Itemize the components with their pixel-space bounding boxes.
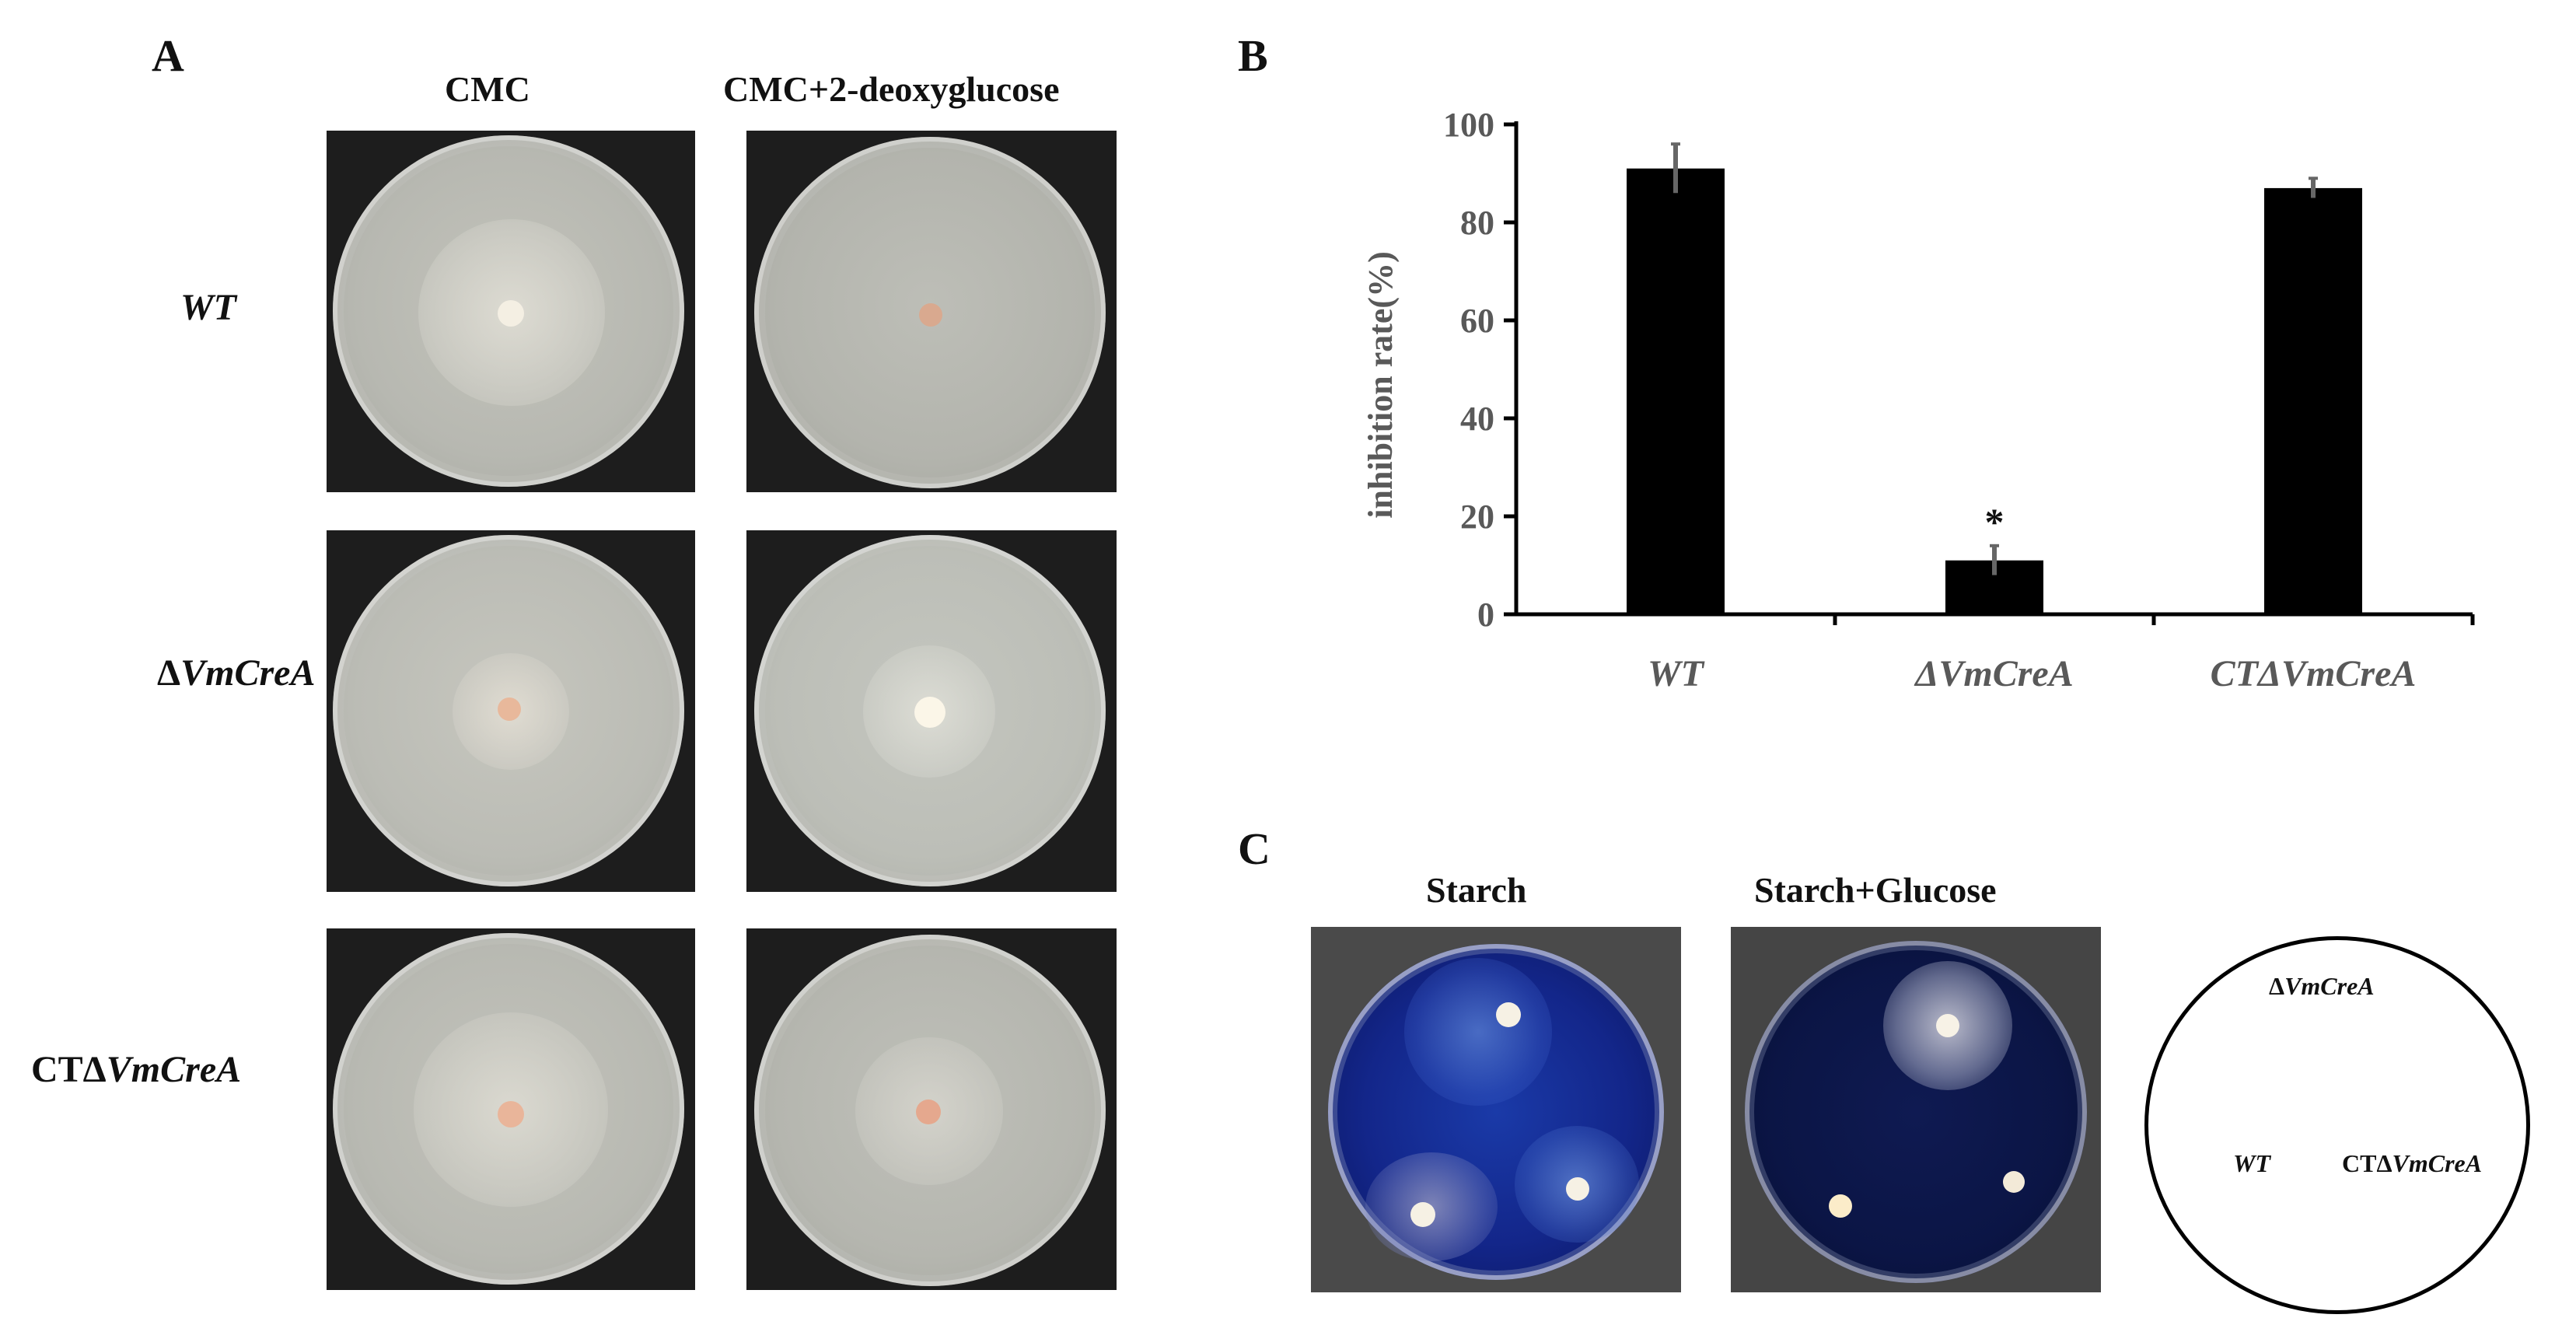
y-tick-label: 0 (1477, 596, 1494, 634)
panel-a-row-label-deletion: ΔVmCreA (157, 652, 316, 694)
panel-c-col-header-starch-glucose: Starch+Glucose (1754, 870, 1997, 910)
plate-photo-complement-cmc-deoxyglucose (746, 928, 1117, 1290)
y-tick-label: 40 (1460, 400, 1494, 438)
panel-a-col-header-cmc-deoxyglucose: CMC+2-deoxyglucose (723, 69, 1060, 109)
panel-c-col-header-starch: Starch (1426, 870, 1527, 910)
panel-a-letter: A (152, 30, 184, 81)
plate-photo-complement-cmc (327, 928, 695, 1290)
plate-photo-starch (1311, 927, 1681, 1292)
diagram-label-complement: CTΔVmCreA (2342, 1149, 2483, 1177)
diagram-label-deletion: ΔVmCreA (2269, 972, 2375, 1000)
y-tick-label: 80 (1460, 204, 1494, 242)
plate-photo-deletion-cmc (327, 530, 695, 892)
x-category-label-2: CTΔVmCreA (2211, 653, 2417, 694)
y-tick-label: 60 (1460, 302, 1494, 340)
y-tick-label: 100 (1443, 106, 1494, 144)
x-category-label-0: WT (1648, 653, 1705, 694)
plate-photo-starch-glucose (1731, 927, 2101, 1292)
plate-layout-diagram (2144, 936, 2530, 1314)
panel-a-row-label-complement: CTΔVmCreA (31, 1049, 242, 1090)
bar-0 (1627, 168, 1725, 614)
plate-photo-deletion-cmc-deoxyglucose (746, 530, 1117, 892)
panel-c-letter: C (1238, 823, 1271, 874)
plate-photo-wt-cmc-deoxyglucose (746, 131, 1117, 492)
panel-a-row-label-wt: WT (180, 287, 236, 328)
inhibition-rate-bar-chart: 0 20 40 60 80 100 WT * ΔVmCreA CTΔVmCreA inhibitio… (1361, 106, 2475, 694)
diagram-label-wt: WT (2233, 1149, 2270, 1177)
y-axis-label: inhibition rate(%) (1361, 251, 1400, 518)
y-tick-label: 20 (1460, 498, 1494, 536)
panel-b-letter: B (1238, 30, 1268, 81)
x-category-label-1: ΔVmCreA (1914, 653, 2073, 694)
panel-a-col-header-cmc: CMC (445, 69, 530, 109)
bar-2 (2264, 187, 2362, 614)
plate-photo-wt-cmc (327, 131, 695, 492)
significance-marker-1: * (1985, 500, 2005, 544)
